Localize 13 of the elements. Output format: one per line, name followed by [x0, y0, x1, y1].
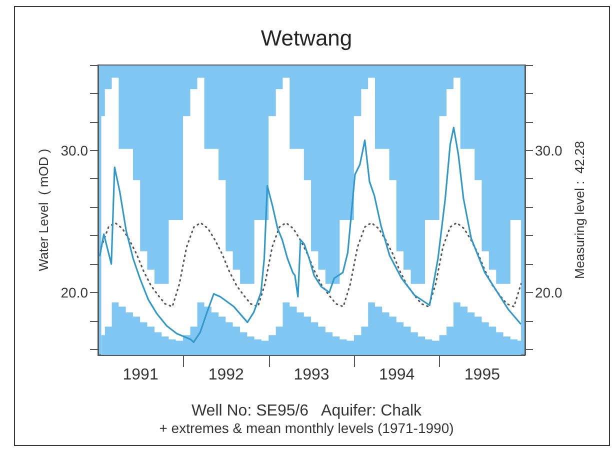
x-tick-label: 1993 — [294, 366, 330, 384]
y2-axis-title: Measuring level : 42.28 — [572, 140, 588, 280]
text: Well No: SE95/6 Aquifer: Chalk — [191, 402, 423, 420]
x-tick-label: 1994 — [379, 366, 415, 384]
y-axis-title: Water Level ( mOD ) — [36, 148, 51, 272]
y2-tick-label: 30.0 — [535, 142, 562, 158]
chart-title: Wetwang — [260, 26, 352, 50]
x-tick-label: 1992 — [208, 366, 244, 384]
text: + extremes & mean monthly levels (1971-1990) — [159, 420, 454, 436]
line-series — [99, 126, 522, 344]
y2-tick-label: 20.0 — [535, 284, 562, 300]
x-tick-label: 1991 — [122, 366, 158, 384]
x-tick-label: 1995 — [464, 366, 500, 384]
